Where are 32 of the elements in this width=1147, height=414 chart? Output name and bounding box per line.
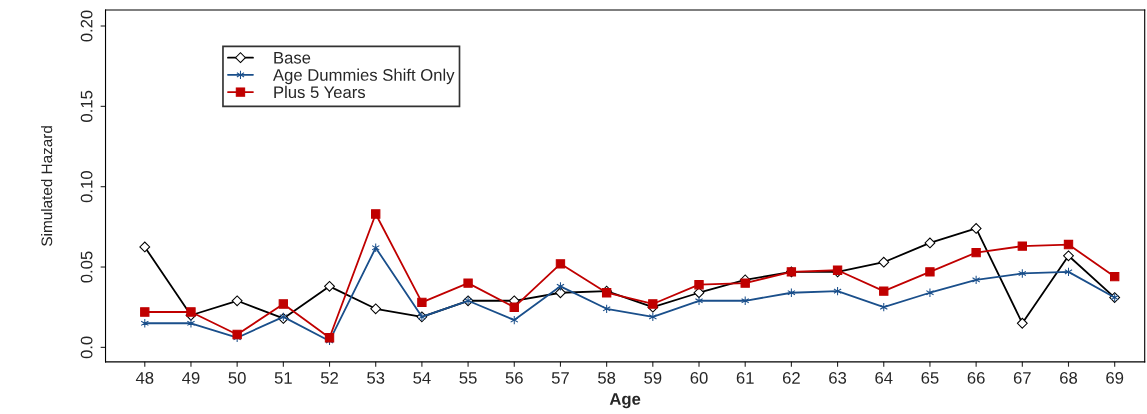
x-tick-label: 57: [551, 372, 569, 384]
x-tick-label: 53: [367, 372, 385, 384]
y-tick-label: 0.05: [80, 251, 93, 283]
x-tick-label: 65: [921, 372, 939, 384]
x-tick-label: 59: [644, 372, 662, 384]
x-tick-label: 50: [228, 372, 246, 384]
x-tick-label: 68: [1060, 372, 1078, 384]
y-axis-title: Simulated Hazard: [41, 126, 53, 246]
x-tick-label: 48: [135, 372, 154, 384]
x-tick-label: 55: [459, 372, 477, 384]
x-tick-label: 62: [782, 372, 800, 384]
x-tick-label: 58: [598, 372, 616, 384]
y-tick-label: 0.20: [80, 10, 93, 42]
y-tick-label: 0.10: [80, 171, 93, 203]
x-tick-label: 60: [690, 372, 708, 384]
x-axis-title: Age: [609, 393, 641, 409]
x-tick-label: 67: [1013, 372, 1031, 384]
y-tick-label: 0.0: [80, 336, 93, 359]
legend-label: Plus 5 Years: [274, 85, 366, 99]
x-tick-label: 52: [320, 372, 338, 384]
legend-label: Base: [274, 52, 311, 64]
x-tick-label: 69: [1106, 372, 1124, 384]
x-tick-label: 54: [413, 372, 431, 384]
x-tick-label: 66: [967, 372, 985, 384]
x-tick-label: 51: [274, 372, 292, 384]
x-tick-label: 63: [829, 372, 847, 384]
x-tick-label: 56: [505, 372, 523, 384]
x-tick-label: 64: [875, 372, 893, 384]
legend-label: Age Dummies Shift Only: [273, 68, 455, 85]
y-tick-label: 0.15: [80, 90, 93, 122]
x-tick-label: 49: [182, 372, 200, 384]
x-tick-label: 61: [736, 372, 754, 384]
